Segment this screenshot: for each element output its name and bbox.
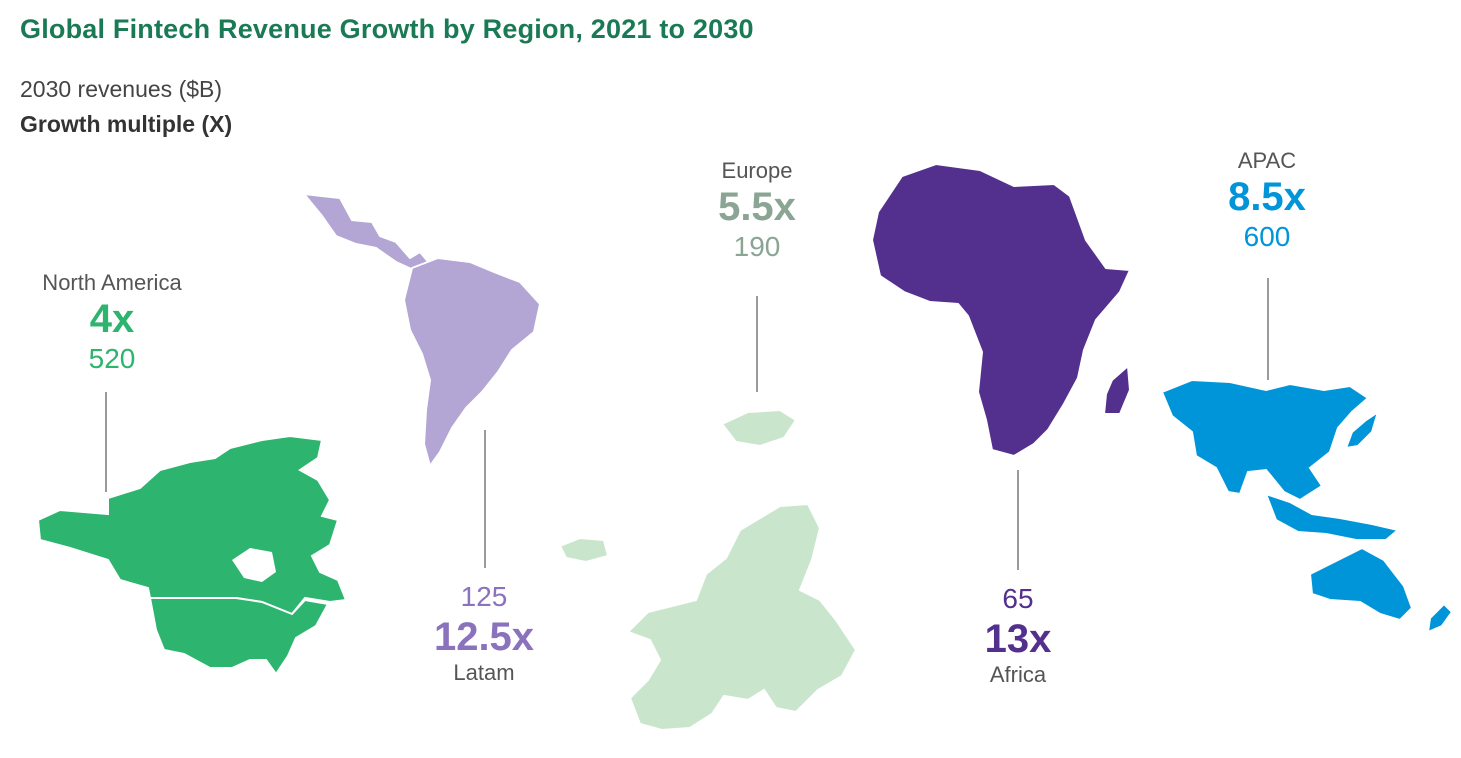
north-america-name: North America	[42, 270, 182, 295]
africa-mainland	[870, 162, 1132, 458]
africa-shape	[870, 162, 1132, 458]
africa-madagascar	[1102, 363, 1132, 415]
africa-revenue: 65	[1002, 583, 1034, 614]
africa-name: Africa	[989, 662, 1047, 687]
latam-south-america	[402, 256, 542, 469]
africa-label: 65 13x Africa	[985, 582, 1052, 688]
north-america-revenue: 520	[88, 343, 136, 374]
africa-growth-multiple: 13x	[984, 617, 1052, 661]
europe-leader-line	[756, 296, 758, 392]
europe-growth-multiple: 5.5x	[718, 185, 796, 229]
north-america-leader-line	[105, 392, 107, 492]
europe-revenue: 190	[733, 231, 781, 262]
apac-revenue: 600	[1243, 221, 1291, 252]
latam-central-america	[301, 192, 432, 274]
latam-leader-line	[484, 430, 486, 568]
north-america-hudson-bay	[232, 548, 276, 582]
legend-multiple-label: Growth multiple (X)	[20, 111, 233, 137]
latam-label: 125 12.5x Latam	[434, 580, 534, 686]
legend: 2030 revenues ($B) Growth multiple (X)	[20, 76, 232, 138]
north-america-usa	[148, 597, 330, 676]
apac-new-zealand	[1426, 602, 1454, 634]
latam-shape	[301, 192, 542, 469]
europe-shape	[558, 408, 858, 732]
apac-leader-line	[1267, 278, 1269, 380]
apac-australia	[1308, 546, 1414, 622]
apac-name: APAC	[1237, 148, 1297, 173]
africa-leader-line	[1017, 470, 1019, 570]
north-america-growth-multiple: 4x	[89, 297, 135, 341]
latam-growth-multiple: 12.5x	[433, 615, 535, 659]
north-america-shape	[36, 434, 348, 676]
legend-revenue-label: 2030 revenues ($B)	[20, 76, 223, 102]
europe-name: Europe	[721, 158, 793, 183]
north-america-label: North America 4x 520	[42, 270, 181, 376]
europe-iceland	[720, 408, 798, 448]
latam-revenue: 125	[460, 581, 508, 612]
apac-southeast-asia	[1264, 492, 1401, 541]
apac-shape	[1160, 378, 1454, 634]
latam-name: Latam	[453, 660, 515, 685]
chart-title: Global Fintech Revenue Growth by Region,…	[20, 14, 754, 44]
europe-greenland-fragment	[558, 536, 610, 564]
north-america-canada	[36, 434, 348, 616]
europe-label: Europe 5.5x 190	[718, 158, 796, 264]
apac-japan	[1344, 409, 1380, 450]
europe-mainland	[626, 502, 858, 732]
apac-growth-multiple: 8.5x	[1228, 175, 1306, 219]
apac-label: APAC 8.5x 600	[1228, 148, 1306, 254]
apac-asia	[1160, 378, 1370, 502]
